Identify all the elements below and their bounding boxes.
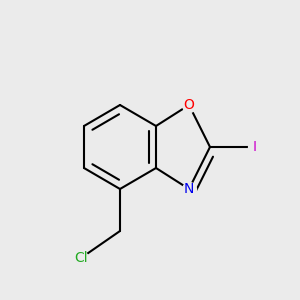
Text: Cl: Cl [74,251,88,265]
Text: N: N [184,182,194,196]
Text: I: I [253,140,257,154]
Text: O: O [184,98,194,112]
